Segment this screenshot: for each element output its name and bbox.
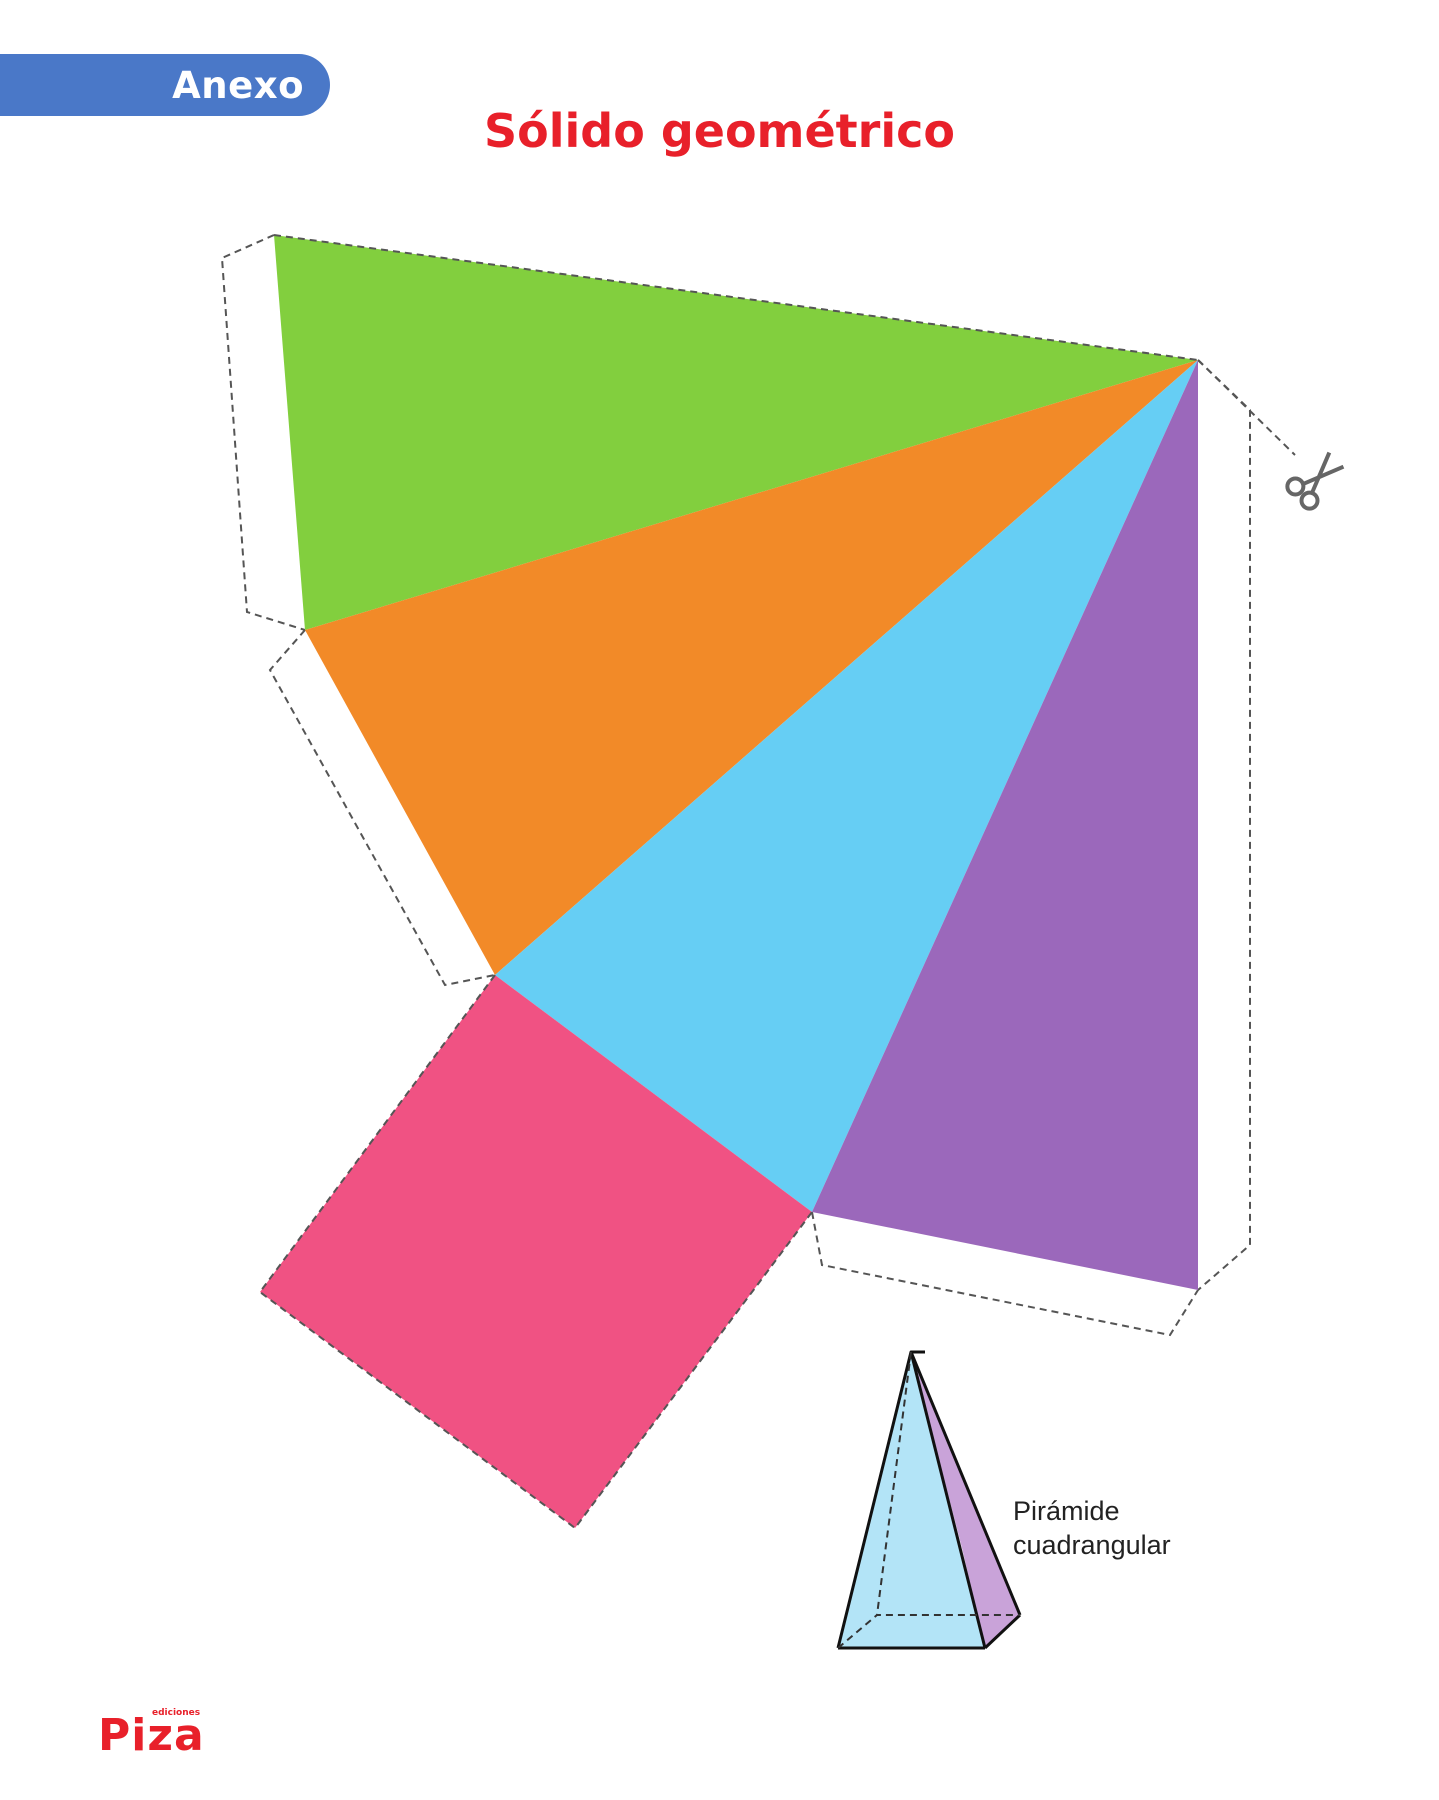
- pyramid-3d-illustration: [838, 1352, 1020, 1648]
- glue-tab-right: [1198, 360, 1250, 1290]
- publisher-logo: ediciones Piza: [98, 1708, 208, 1762]
- figure-caption: Pirámide cuadrangular: [1013, 1494, 1171, 1562]
- scissors-icon: [1284, 447, 1349, 512]
- caption-line-1: Pirámide: [1013, 1494, 1171, 1528]
- caption-line-2: cuadrangular: [1013, 1528, 1171, 1562]
- logo-brand: Piza: [98, 1714, 205, 1758]
- cut-line-dashed: [1198, 360, 1295, 455]
